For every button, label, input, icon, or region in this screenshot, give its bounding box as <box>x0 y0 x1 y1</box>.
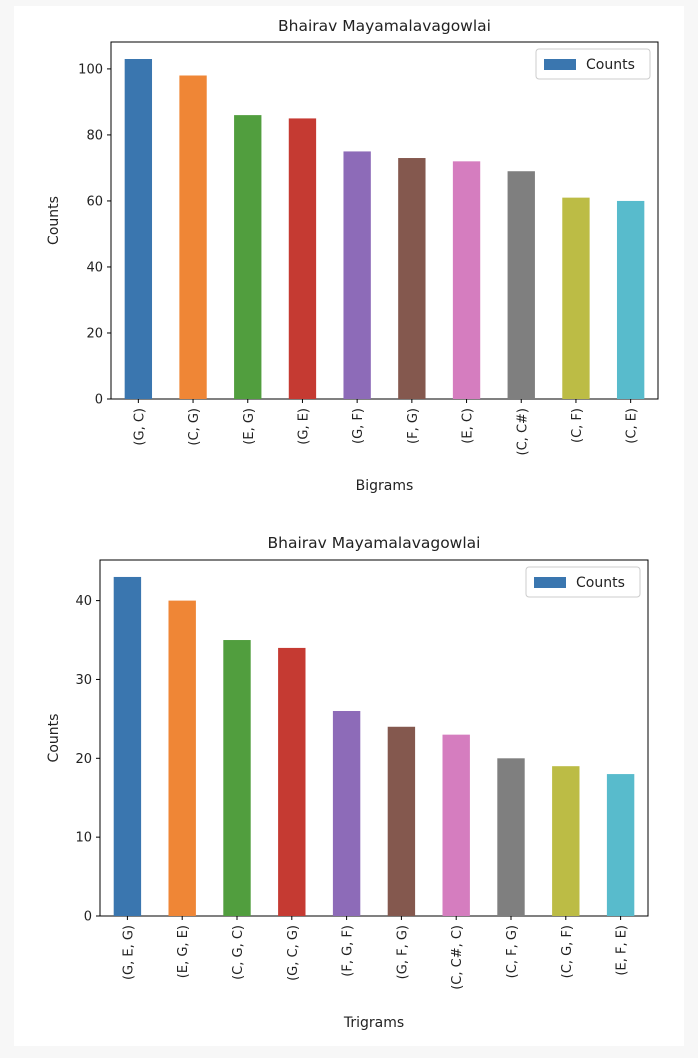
bigram-x-tick-label: (G, E) <box>296 408 311 445</box>
bigram-bar <box>234 115 262 399</box>
bigram-y-axis-label: Counts <box>46 196 62 245</box>
bigram-bar <box>179 75 207 399</box>
trigram-bar <box>278 647 306 916</box>
bigram-bar <box>616 200 645 399</box>
trigram-bar <box>168 600 196 916</box>
trigram-y-tick-label: 20 <box>75 752 92 767</box>
bigram-bar <box>507 171 535 399</box>
bigram-bar <box>562 197 590 399</box>
bigram-bar <box>343 151 371 399</box>
bigram-x-tick-label: (C, F) <box>570 408 585 443</box>
trigram-bar <box>442 734 470 916</box>
trigram-x-tick-label: (G, E, G) <box>121 925 136 980</box>
trigram-y-axis-label: Counts <box>46 714 62 763</box>
trigram-x-tick-label: (G, F, G) <box>395 925 410 979</box>
trigram-legend-box <box>525 566 641 598</box>
trigram-bar <box>332 710 361 916</box>
bigram-x-tick-label: (E, G) <box>242 408 257 445</box>
bigram-legend-swatch <box>544 59 576 70</box>
bigram-y-tick-label: 100 <box>78 62 103 77</box>
bigram-bar <box>288 118 317 399</box>
bigram-y-tick-label: 40 <box>86 260 103 275</box>
trigram-x-tick-label: (C, G, C) <box>231 925 246 980</box>
bigram-x-axis-label: Bigrams <box>356 478 414 494</box>
bigram-legend-box <box>535 48 651 80</box>
bigram-bar <box>398 158 426 399</box>
trigram-bar <box>387 726 416 916</box>
trigram-bar <box>497 758 525 916</box>
trigram-legend-label: Counts <box>576 575 625 591</box>
bigram-axes-frame <box>110 41 659 400</box>
trigram-chart-title: Bhairav Mayamalavagowlai <box>268 534 481 552</box>
trigram-bar <box>223 640 251 916</box>
bigram-chart-title: Bhairav Mayamalavagowlai <box>278 17 491 35</box>
trigram-x-tick-label: (C, F, G) <box>505 925 520 978</box>
bigram-bar <box>124 59 153 399</box>
trigram-y-tick-label: 40 <box>75 594 92 609</box>
trigram-x-tick-label: (C, G, F) <box>560 925 575 978</box>
trigram-x-tick-label: (C, C#, C) <box>450 925 465 990</box>
bigram-x-tick-label: (F, G) <box>406 408 421 444</box>
trigram-bar <box>552 766 580 916</box>
bigram-y-tick-label: 80 <box>86 128 103 143</box>
bigram-legend-label: Counts <box>586 57 635 73</box>
bigram-y-tick-label: 0 <box>95 393 103 408</box>
trigram-y-tick-label: 10 <box>75 831 92 846</box>
bigram-x-tick-label: (C, C#) <box>515 408 530 455</box>
trigram-y-tick-label: 0 <box>84 910 92 925</box>
trigram-x-tick-label: (E, F, E) <box>615 925 630 976</box>
trigram-x-tick-label: (F, G, F) <box>341 925 356 977</box>
trigram-bar <box>113 576 142 916</box>
trigram-x-tick-label: (E, G, E) <box>176 925 191 978</box>
bigram-x-tick-label: (G, C) <box>132 408 147 446</box>
trigram-legend-swatch <box>534 577 566 588</box>
trigram-y-tick-label: 30 <box>75 673 92 688</box>
bigram-x-tick-label: (E, C) <box>461 408 476 444</box>
bigram-bar <box>452 161 481 399</box>
bigram-y-tick-label: 60 <box>86 194 103 209</box>
bigram-x-tick-label: (C, E) <box>625 408 640 444</box>
trigram-axes-frame <box>99 559 649 917</box>
bigram-y-tick-label: 20 <box>86 326 103 341</box>
bigram-x-tick-label: (G, F) <box>351 408 366 444</box>
trigram-bar <box>606 774 635 916</box>
trigram-x-axis-label: Trigrams <box>343 1015 404 1031</box>
bigram-x-tick-label: (C, G) <box>187 408 202 446</box>
trigram-x-tick-label: (G, C, G) <box>286 925 301 981</box>
